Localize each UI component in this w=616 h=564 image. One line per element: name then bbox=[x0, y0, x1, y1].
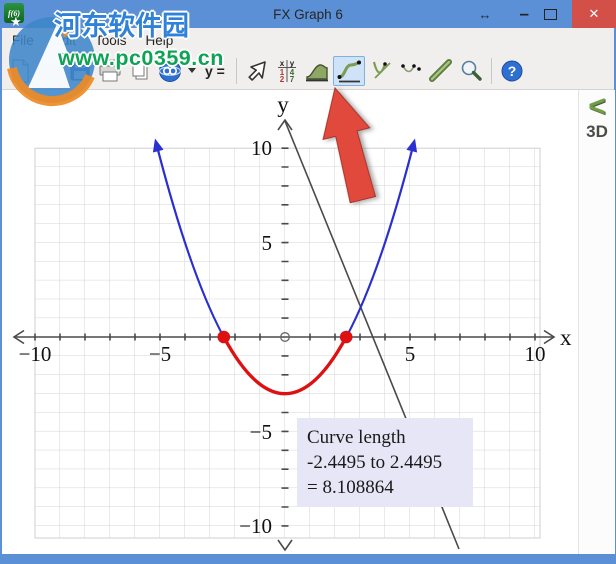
svg-text:?: ? bbox=[508, 63, 517, 79]
x-axis-ticks bbox=[34, 333, 536, 341]
y-axis-top-arrow-icon bbox=[277, 118, 293, 131]
menu-edit[interactable]: Edit bbox=[52, 32, 77, 48]
resize-icon[interactable]: ↔ bbox=[478, 6, 492, 22]
toolbar-separator bbox=[235, 57, 237, 84]
curve-left-arrow-icon bbox=[152, 138, 164, 153]
app-icon-label: f(6) bbox=[8, 8, 20, 18]
tangent-button[interactable] bbox=[427, 56, 455, 86]
segment-endpoint-marker[interactable] bbox=[339, 330, 353, 344]
svg-text:2: 2 bbox=[280, 75, 285, 84]
area-under-curve-button[interactable] bbox=[303, 56, 331, 86]
maximize-button[interactable] bbox=[544, 8, 572, 20]
curve-points-button[interactable] bbox=[397, 56, 425, 86]
x-tick-label: 5 bbox=[405, 342, 416, 366]
tick-labels: −10 −5 5 10 10 5 −5 −10 x y bbox=[19, 92, 572, 538]
close-button[interactable]: ✕ bbox=[572, 0, 616, 28]
svg-text:y: y bbox=[290, 59, 295, 68]
copy-pages-icon bbox=[132, 61, 148, 79]
tooltip-range: -2.4495 to 2.4495 bbox=[307, 452, 443, 474]
tooltip-value: = 8.108864 bbox=[307, 477, 394, 499]
x-axis-right-arrow-icon bbox=[543, 329, 556, 345]
help-icon: ? bbox=[501, 60, 523, 81]
measured-curve-segment[interactable] bbox=[222, 336, 348, 396]
y-axis-ticks bbox=[281, 147, 289, 527]
toolbar-separator bbox=[490, 57, 492, 84]
y-axis-bottom-arrow-icon bbox=[277, 539, 293, 552]
open-button[interactable] bbox=[36, 56, 64, 86]
new-document-icon bbox=[12, 59, 29, 82]
tooltip-title: Curve length bbox=[307, 427, 406, 448]
y-tick-label: −10 bbox=[239, 514, 272, 538]
globe-link-icon bbox=[158, 59, 182, 82]
curve-right-arrow-icon bbox=[406, 138, 418, 153]
segment-endpoint-marker[interactable] bbox=[217, 330, 231, 344]
copy-button[interactable] bbox=[126, 56, 154, 86]
menu-file[interactable]: File bbox=[12, 32, 34, 48]
select-button[interactable] bbox=[243, 56, 271, 86]
window-bottom-border bbox=[0, 554, 616, 564]
save-floppy-icon bbox=[70, 60, 90, 80]
new-button[interactable] bbox=[6, 56, 34, 86]
web-link-button[interactable] bbox=[156, 56, 184, 86]
panel-collapse-icon[interactable]: < bbox=[588, 90, 606, 123]
curve-with-line-icon bbox=[372, 61, 391, 79]
menu-bar: File Edit Tools Help bbox=[2, 28, 614, 52]
tangent-line-icon bbox=[428, 58, 452, 82]
zoom-button[interactable] bbox=[457, 56, 485, 86]
svg-text:7: 7 bbox=[290, 75, 295, 84]
curve-length-icon bbox=[337, 60, 361, 82]
y-axis-label: y bbox=[277, 92, 289, 117]
minimize-button[interactable]: – bbox=[519, 4, 529, 23]
x-axis-left-arrow-icon bbox=[12, 329, 25, 345]
3d-side-panel: < 3D bbox=[578, 90, 615, 554]
3d-panel-label[interactable]: 3D bbox=[586, 122, 608, 141]
printer-icon bbox=[99, 59, 121, 81]
dropdown-arrow-icon[interactable] bbox=[188, 68, 196, 73]
toolbar: y = x y 1 4 2 7 bbox=[2, 52, 614, 90]
area-under-curve-icon bbox=[305, 63, 328, 81]
cursor-arrow-icon bbox=[248, 60, 266, 81]
svg-text:x: x bbox=[280, 59, 285, 68]
magnifier-icon bbox=[461, 60, 482, 81]
table-of-values-icon: x y 1 4 2 7 bbox=[277, 59, 296, 84]
origin-marker bbox=[280, 332, 290, 342]
curve-length-button[interactable] bbox=[332, 55, 365, 86]
x-axis-label: x bbox=[560, 325, 572, 350]
menu-help[interactable]: Help bbox=[145, 32, 174, 48]
save-button[interactable] bbox=[66, 56, 94, 86]
window-controls: ↔ – ✕ bbox=[479, 0, 616, 28]
x-tick-label: 10 bbox=[525, 342, 546, 366]
menu-tools[interactable]: Tools bbox=[95, 32, 127, 48]
x-tick-label: −5 bbox=[149, 342, 171, 366]
curve-with-line-button[interactable] bbox=[367, 56, 395, 86]
y-tick-label: 5 bbox=[262, 231, 273, 255]
print-button[interactable] bbox=[96, 56, 124, 86]
window-title: FX Graph 6 bbox=[273, 6, 343, 22]
y-tick-label: −5 bbox=[250, 420, 272, 444]
curve-length-tooltip: Curve length -2.4495 to 2.4495 = 8.10886… bbox=[297, 418, 473, 508]
title-bar[interactable]: f(6) FX Graph 6 ↔ – ✕ bbox=[0, 0, 616, 28]
y-tick-label: 10 bbox=[251, 136, 272, 160]
help-button[interactable]: ? bbox=[498, 56, 526, 86]
curve-points-icon bbox=[401, 63, 421, 72]
x-tick-label: −10 bbox=[19, 342, 52, 366]
open-folder-icon bbox=[38, 62, 61, 79]
maximize-icon bbox=[544, 8, 557, 20]
svg-text:4: 4 bbox=[290, 68, 295, 77]
y-equals-button[interactable]: y = bbox=[200, 56, 230, 86]
svg-text:1: 1 bbox=[280, 68, 285, 77]
table-of-values-button[interactable]: x y 1 4 2 7 bbox=[273, 56, 301, 86]
